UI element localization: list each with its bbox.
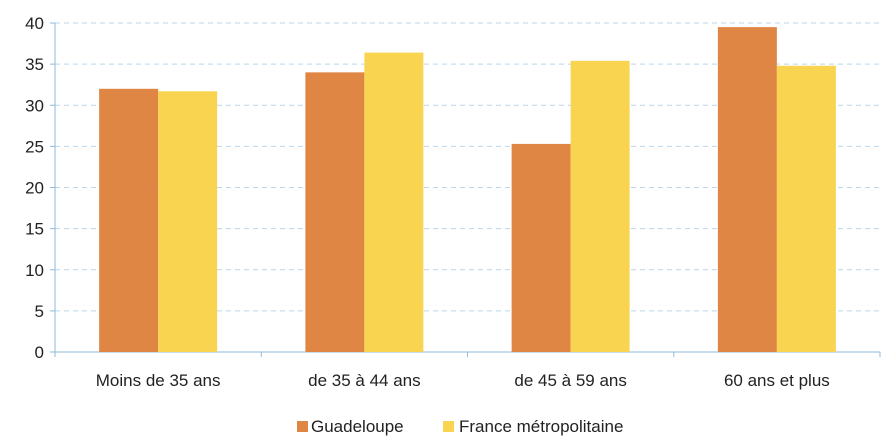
- axis-labels: 0 5 10 15 20 25 30 35 40 Moins de 35 ans de 35 à 4…: [25, 14, 830, 390]
- x-category-label: Moins de 35 ans: [96, 371, 221, 390]
- legend: Guadeloupe France métropolitaine: [297, 417, 623, 436]
- legend-label: France métropolitaine: [459, 417, 623, 436]
- bars: [99, 27, 836, 353]
- y-tick-label: 0: [35, 343, 44, 362]
- bar-france-metropolitaine: [158, 91, 218, 352]
- y-tick-label: 25: [25, 137, 44, 156]
- bar-guadeloupe: [717, 27, 777, 353]
- y-tick-label: 20: [25, 179, 44, 198]
- y-tick-label: 30: [25, 96, 44, 115]
- x-category-label: 60 ans et plus: [724, 371, 830, 390]
- x-category-label: de 45 à 59 ans: [514, 371, 626, 390]
- y-tick-label: 5: [35, 302, 44, 321]
- bar-france-metropolitaine: [364, 52, 424, 353]
- y-tick-label: 10: [25, 261, 44, 280]
- y-tick-label: 35: [25, 55, 44, 74]
- legend-swatch: [297, 421, 308, 432]
- legend-swatch: [443, 421, 454, 432]
- x-category-label: de 35 à 44 ans: [308, 371, 420, 390]
- bar-france-metropolitaine: [776, 65, 836, 353]
- bar-france-metropolitaine: [570, 60, 630, 353]
- y-tick-label: 40: [25, 14, 44, 33]
- legend-label: Guadeloupe: [311, 417, 404, 436]
- bar-guadeloupe: [99, 88, 159, 353]
- y-tick-label: 15: [25, 220, 44, 239]
- bar-guadeloupe: [511, 143, 571, 352]
- bar-guadeloupe: [305, 72, 365, 352]
